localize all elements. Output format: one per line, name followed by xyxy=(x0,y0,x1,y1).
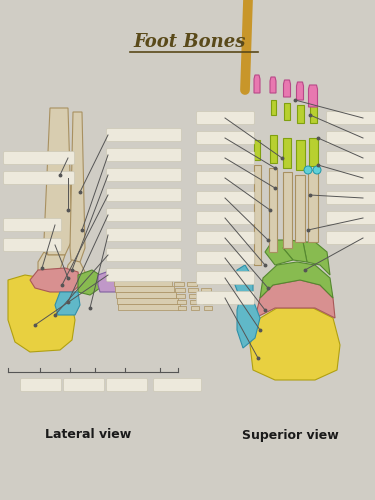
Polygon shape xyxy=(55,292,80,315)
Polygon shape xyxy=(265,240,293,265)
Polygon shape xyxy=(235,265,253,300)
Text: Superior view: Superior view xyxy=(242,428,338,442)
Polygon shape xyxy=(309,105,316,123)
FancyBboxPatch shape xyxy=(327,152,375,164)
FancyBboxPatch shape xyxy=(106,128,182,141)
FancyBboxPatch shape xyxy=(196,272,255,284)
Polygon shape xyxy=(114,280,172,286)
Polygon shape xyxy=(177,300,186,304)
FancyBboxPatch shape xyxy=(196,112,255,124)
Polygon shape xyxy=(189,294,198,298)
FancyBboxPatch shape xyxy=(106,168,182,181)
FancyBboxPatch shape xyxy=(196,232,255,244)
Polygon shape xyxy=(188,288,198,292)
Text: Lateral view: Lateral view xyxy=(45,428,131,442)
FancyBboxPatch shape xyxy=(327,192,375,204)
FancyBboxPatch shape xyxy=(3,152,75,164)
FancyBboxPatch shape xyxy=(106,188,182,202)
Polygon shape xyxy=(283,240,307,262)
Polygon shape xyxy=(260,262,333,298)
Polygon shape xyxy=(255,280,335,318)
Polygon shape xyxy=(118,304,180,310)
FancyBboxPatch shape xyxy=(106,268,182,281)
Polygon shape xyxy=(254,140,260,160)
FancyBboxPatch shape xyxy=(106,228,182,241)
Polygon shape xyxy=(204,306,212,310)
FancyBboxPatch shape xyxy=(327,132,375,144)
Polygon shape xyxy=(237,298,260,348)
FancyBboxPatch shape xyxy=(196,152,255,164)
Polygon shape xyxy=(98,270,118,292)
Polygon shape xyxy=(297,82,303,100)
Circle shape xyxy=(313,166,321,174)
FancyBboxPatch shape xyxy=(327,172,375,184)
Text: Foot Bones: Foot Bones xyxy=(134,33,246,51)
FancyBboxPatch shape xyxy=(196,132,255,144)
Polygon shape xyxy=(254,75,260,93)
FancyBboxPatch shape xyxy=(196,212,255,224)
Polygon shape xyxy=(78,270,100,295)
Polygon shape xyxy=(308,170,318,242)
Polygon shape xyxy=(201,288,210,292)
FancyBboxPatch shape xyxy=(196,252,255,264)
FancyBboxPatch shape xyxy=(3,172,75,184)
Polygon shape xyxy=(175,288,184,292)
FancyBboxPatch shape xyxy=(106,248,182,262)
Polygon shape xyxy=(176,294,185,298)
Polygon shape xyxy=(254,165,261,265)
Polygon shape xyxy=(203,300,211,304)
Polygon shape xyxy=(30,268,80,292)
Polygon shape xyxy=(309,138,318,166)
FancyBboxPatch shape xyxy=(196,172,255,184)
FancyBboxPatch shape xyxy=(196,192,255,204)
FancyBboxPatch shape xyxy=(327,212,375,224)
Polygon shape xyxy=(270,135,276,163)
Polygon shape xyxy=(297,105,303,123)
FancyBboxPatch shape xyxy=(21,378,62,392)
Polygon shape xyxy=(44,108,72,255)
FancyBboxPatch shape xyxy=(196,292,255,304)
Polygon shape xyxy=(295,175,305,242)
Polygon shape xyxy=(202,294,211,298)
Polygon shape xyxy=(284,80,291,97)
FancyBboxPatch shape xyxy=(327,232,375,244)
Polygon shape xyxy=(70,112,85,262)
Polygon shape xyxy=(283,138,291,168)
Polygon shape xyxy=(284,103,290,120)
Polygon shape xyxy=(178,306,186,310)
Circle shape xyxy=(304,166,312,174)
FancyBboxPatch shape xyxy=(327,112,375,124)
Polygon shape xyxy=(270,77,276,93)
Polygon shape xyxy=(8,275,75,352)
Polygon shape xyxy=(282,172,291,248)
Polygon shape xyxy=(296,140,304,170)
Polygon shape xyxy=(174,282,184,286)
Polygon shape xyxy=(116,292,176,298)
Polygon shape xyxy=(117,298,178,304)
FancyBboxPatch shape xyxy=(3,218,62,232)
Polygon shape xyxy=(309,85,318,107)
Polygon shape xyxy=(250,308,340,380)
Polygon shape xyxy=(38,252,65,278)
Polygon shape xyxy=(190,300,198,304)
FancyBboxPatch shape xyxy=(3,238,62,252)
Polygon shape xyxy=(269,168,277,252)
Polygon shape xyxy=(191,306,199,310)
Polygon shape xyxy=(303,242,330,275)
FancyBboxPatch shape xyxy=(106,378,147,392)
Polygon shape xyxy=(270,100,276,115)
FancyBboxPatch shape xyxy=(63,378,105,392)
Polygon shape xyxy=(115,286,174,292)
FancyBboxPatch shape xyxy=(106,208,182,222)
Polygon shape xyxy=(187,282,197,286)
FancyBboxPatch shape xyxy=(153,378,201,392)
Polygon shape xyxy=(65,260,85,288)
FancyBboxPatch shape xyxy=(106,148,182,162)
